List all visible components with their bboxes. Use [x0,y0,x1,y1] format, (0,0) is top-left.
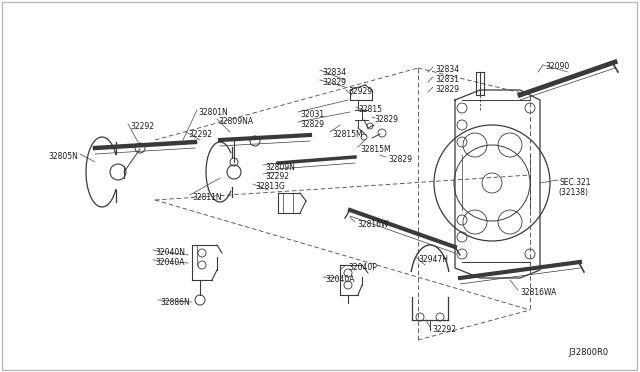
Text: 32031: 32031 [300,110,324,119]
Text: 32829: 32829 [374,115,398,124]
Text: 32040N: 32040N [155,248,185,257]
Text: 32831: 32831 [435,75,459,84]
Text: 32809N: 32809N [265,163,295,172]
Text: 32929: 32929 [348,87,372,96]
Text: SEC.321: SEC.321 [560,178,591,187]
Text: 32292: 32292 [130,122,154,131]
Text: 32809NA: 32809NA [218,117,253,126]
Text: 32805N: 32805N [48,152,78,161]
Text: 32829: 32829 [435,85,459,94]
Text: 32829: 32829 [300,120,324,129]
Text: 32040P: 32040P [348,263,377,272]
Text: (32138): (32138) [558,188,588,197]
Text: 32292: 32292 [188,130,212,139]
Text: 32829: 32829 [388,155,412,164]
Text: 32886N: 32886N [160,298,189,307]
Text: 32090: 32090 [545,62,569,71]
Text: 32947H: 32947H [418,255,448,264]
Text: 32815: 32815 [358,105,382,114]
Text: 32811N: 32811N [192,193,221,202]
Text: 32816W: 32816W [357,220,388,229]
Text: 32816WA: 32816WA [520,288,556,297]
Text: J32800R0: J32800R0 [568,348,608,357]
Text: 32815M: 32815M [332,130,363,139]
Text: 32040A: 32040A [155,258,184,267]
Text: 32815M: 32815M [360,145,390,154]
Text: 32834: 32834 [322,68,346,77]
Text: 32292: 32292 [265,172,289,181]
Text: 32813G: 32813G [255,182,285,191]
Text: 32040A: 32040A [325,275,355,284]
Text: 32292: 32292 [432,325,456,334]
Text: 32801N: 32801N [198,108,228,117]
Text: 32829: 32829 [322,78,346,87]
Text: 32834: 32834 [435,65,459,74]
